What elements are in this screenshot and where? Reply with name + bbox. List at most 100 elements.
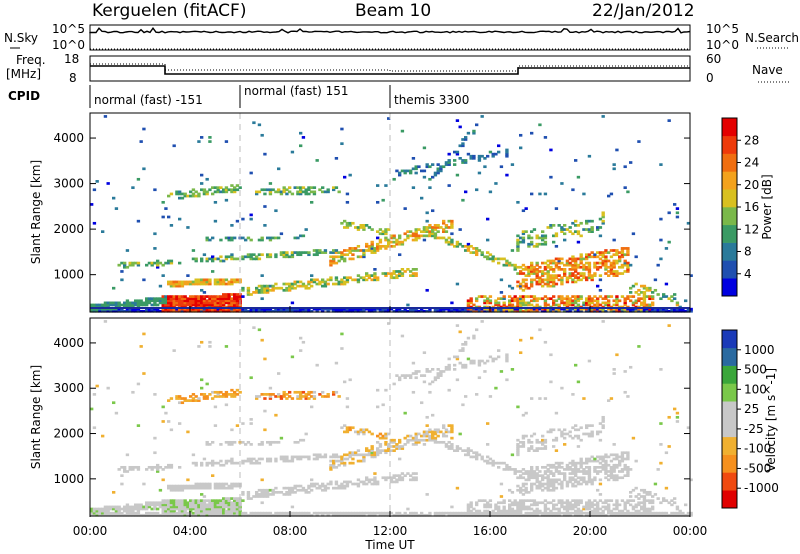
heatmap-cell [543, 282, 548, 286]
heatmap-cell [505, 173, 509, 177]
heatmap-cell [343, 430, 347, 434]
heatmap-cell [510, 501, 515, 505]
heatmap-cell [455, 244, 460, 248]
heatmap-cell [645, 303, 649, 307]
heatmap-cell [615, 503, 619, 507]
heatmap-cell [629, 263, 633, 267]
heatmap-cell [576, 297, 581, 301]
heatmap-cell [233, 309, 237, 313]
heatmap-cell [367, 430, 372, 434]
heatmap-cell [222, 463, 226, 467]
heatmap-cell [301, 251, 306, 254]
heatmap-cell [131, 263, 135, 267]
heatmap-cell [590, 478, 594, 482]
heatmap-cell [277, 490, 281, 494]
heatmap-cell [227, 501, 231, 505]
heatmap-cell [598, 274, 603, 277]
heatmap-cell [475, 511, 479, 515]
heatmap-cell [208, 282, 212, 286]
heatmap-cell [257, 238, 262, 242]
heatmap-cell [332, 261, 336, 265]
heatmap-cell [472, 307, 476, 311]
heatmap-cell [235, 482, 240, 486]
heatmap-cell [521, 413, 526, 417]
heatmap-cell [414, 228, 418, 231]
heatmap-cell [576, 480, 581, 484]
heatmap-cell [329, 455, 333, 459]
heatmap-cell [587, 219, 592, 223]
heatmap-cell [167, 307, 171, 311]
heatmap-cell [502, 301, 506, 305]
heatmap-cell [263, 307, 267, 311]
heatmap-cell [356, 249, 361, 252]
heatmap-cell [585, 457, 589, 461]
heatmap-cell [626, 253, 630, 257]
heatmap-cell [114, 307, 119, 311]
heatmap-cell [582, 301, 586, 305]
heatmap-cell [332, 259, 336, 263]
heatmap-cell [626, 247, 630, 250]
heatmap-cell [587, 457, 592, 461]
heatmap-cell [513, 299, 517, 303]
heatmap-cell [568, 505, 572, 509]
heatmap-cell [524, 268, 528, 271]
heatmap-cell [477, 363, 482, 367]
heatmap-cell [321, 280, 325, 284]
heatmap-cell [582, 257, 586, 261]
heatmap-cell [574, 513, 578, 517]
heatmap-cell [466, 301, 471, 305]
heatmap-cell [651, 511, 655, 515]
heatmap-cell [172, 511, 176, 515]
heatmap-cell [620, 263, 625, 267]
heatmap-cell [329, 482, 333, 486]
heatmap-cell [197, 278, 201, 282]
heatmap-cell [538, 307, 542, 311]
heatmap-cell [590, 255, 594, 259]
heatmap-cell [224, 513, 229, 517]
heatmap-cell [200, 511, 204, 515]
heatmap-cell [524, 207, 528, 210]
heatmap-cell [543, 265, 548, 269]
heatmap-cell [175, 505, 179, 509]
heatmap-cell [235, 293, 240, 296]
heatmap-cell [403, 443, 407, 446]
heatmap-cell [538, 440, 542, 444]
heatmap-cell [596, 507, 600, 511]
heatmap-cell [323, 282, 328, 286]
heatmap-cell [596, 509, 600, 513]
heatmap-cell [216, 393, 220, 396]
heatmap-cell [494, 513, 498, 517]
heatmap-cell [304, 488, 308, 492]
heatmap-cell [211, 299, 215, 303]
heatmap-cell [414, 513, 418, 517]
heatmap-cell [587, 507, 592, 511]
heatmap-cell [502, 303, 506, 307]
heatmap-cell [642, 507, 647, 511]
heatmap-cell [659, 501, 663, 505]
heatmap-cell [648, 295, 652, 298]
heatmap-cell [282, 190, 286, 194]
heatmap-cell [233, 501, 237, 505]
heatmap-cell [609, 307, 614, 311]
heatmap-cell [541, 280, 545, 284]
heatmap-cell [560, 226, 564, 229]
heatmap-cell [596, 284, 600, 288]
heatmap-cell [508, 488, 512, 492]
heatmap-cell [268, 513, 273, 517]
heatmap-cell [483, 299, 487, 303]
heatmap-cell [150, 507, 154, 511]
heatmap-cell [571, 478, 575, 482]
heatmap-cell [411, 372, 416, 375]
heatmap-cell [230, 188, 234, 192]
heatmap-cell [378, 238, 383, 242]
heatmap-cell [598, 455, 603, 459]
heatmap-cell [219, 259, 223, 263]
heatmap-cell [530, 482, 534, 486]
heatmap-cell [535, 486, 539, 490]
heatmap-cell [582, 507, 586, 511]
heatmap-cell [645, 307, 649, 311]
heatmap-cell [92, 426, 97, 430]
heatmap-cell [615, 299, 619, 303]
heatmap-cell [469, 299, 473, 303]
heatmap-cell [266, 493, 270, 496]
